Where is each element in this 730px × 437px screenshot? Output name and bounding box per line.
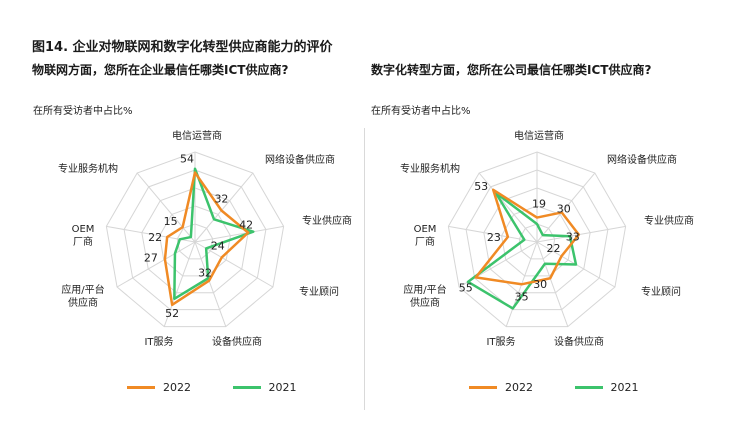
- axis-label: 专业服务机构: [400, 162, 460, 175]
- grid-ring: [518, 223, 556, 260]
- data-label: 24: [211, 239, 225, 252]
- axis-label: 专业顾问: [641, 285, 681, 298]
- legend-label-2022: 2022: [505, 381, 533, 394]
- legend-label-2022: 2022: [163, 381, 191, 394]
- data-label: 35: [515, 290, 529, 303]
- axis-label: 网络设备供应商: [607, 153, 677, 166]
- data-label: 42: [239, 219, 253, 232]
- axis-label: 专业供应商: [644, 214, 694, 227]
- figure-title: 图14. 企业对物联网和数字化转型供应商能力的评价: [32, 40, 333, 55]
- legend-label-2021: 2021: [268, 381, 297, 394]
- legend-swatch-2022: [127, 386, 155, 389]
- series-line-2022: [474, 188, 581, 286]
- data-label: 52: [165, 307, 179, 320]
- grid-ring: [105, 151, 285, 328]
- data-label: 27: [144, 251, 158, 264]
- grid-ring: [123, 169, 267, 311]
- legend-item-2021: 2021: [232, 381, 297, 394]
- data-label: 30: [533, 278, 547, 291]
- data-label: 32: [198, 267, 212, 280]
- data-label: 30: [557, 202, 571, 215]
- axis-label: 设备供应商: [554, 335, 604, 348]
- grid-ring: [465, 169, 609, 311]
- grid-spoke: [478, 172, 538, 243]
- axis-label: 应用/平台供应商: [61, 283, 104, 309]
- legend-swatch-2022: [469, 386, 497, 389]
- axis-label: IT服务: [144, 335, 173, 348]
- axis-label: 网络设备供应商: [265, 153, 335, 166]
- grid-spoke: [536, 172, 596, 243]
- axis-label: 专业顾问: [299, 285, 339, 298]
- grid-spoke: [448, 225, 538, 243]
- axis-label: 电信运营商: [172, 129, 222, 142]
- grid-ring: [141, 187, 249, 294]
- grid-spoke: [194, 241, 227, 327]
- grid-spoke: [194, 225, 284, 243]
- axis-label: IT服务: [486, 335, 515, 348]
- legend-swatch-2021: [232, 386, 261, 389]
- data-label: 54: [180, 153, 194, 166]
- chart-1-unit-note: 在所有受访者中占比%: [33, 106, 133, 117]
- legend-item-2022: 2022: [127, 381, 191, 394]
- series-line-2021: [466, 191, 578, 310]
- data-label: 22: [148, 231, 162, 244]
- axis-label: 设备供应商: [212, 335, 262, 348]
- axis-label: OEM 厂商: [72, 224, 95, 248]
- data-label: 15: [164, 215, 178, 228]
- data-label: 33: [566, 231, 580, 244]
- legend-chart-1: 2022 2021: [127, 379, 335, 394]
- grid-spoke: [536, 225, 626, 243]
- grid-ring: [483, 187, 591, 294]
- axis-label: 电信运营商: [514, 129, 564, 142]
- chart-2-unit-note: 在所有受访者中占比%: [371, 106, 471, 117]
- grid-spoke: [194, 241, 274, 288]
- axis-label: 应用/平台供应商: [403, 283, 446, 309]
- data-label: 55: [459, 281, 473, 294]
- legend-item-2021: 2021: [574, 381, 639, 394]
- legend-swatch-2021: [574, 386, 603, 389]
- grid-spoke: [136, 172, 196, 243]
- panel-divider: [364, 128, 365, 410]
- axis-label: 专业服务机构: [58, 162, 118, 175]
- data-label: 32: [214, 192, 228, 205]
- data-label: 53: [474, 180, 488, 193]
- grid-spoke: [116, 241, 196, 288]
- series-line-2022: [163, 171, 250, 307]
- axis-label: 专业供应商: [302, 214, 352, 227]
- grid-spoke: [163, 241, 196, 327]
- data-label: 22: [546, 242, 560, 255]
- chart-2-title: 数字化转型方面，您所在公司最信任哪类ICT供应商?: [371, 63, 652, 77]
- grid-ring: [159, 205, 231, 277]
- chart-1-title: 物联网方面，您所在企业最信任哪类ICT供应商?: [32, 63, 289, 77]
- legend-item-2022: 2022: [469, 381, 533, 394]
- data-label: 23: [487, 231, 501, 244]
- legend-chart-2: 2022 2021: [469, 379, 677, 394]
- grid-ring: [176, 223, 214, 260]
- data-label: 19: [532, 198, 546, 211]
- series-line-2021: [173, 167, 255, 301]
- axis-label: OEM 厂商: [414, 224, 437, 248]
- grid-spoke: [536, 241, 569, 327]
- legend-label-2021: 2021: [610, 381, 639, 394]
- grid-ring: [447, 151, 627, 328]
- grid-spoke: [194, 172, 254, 243]
